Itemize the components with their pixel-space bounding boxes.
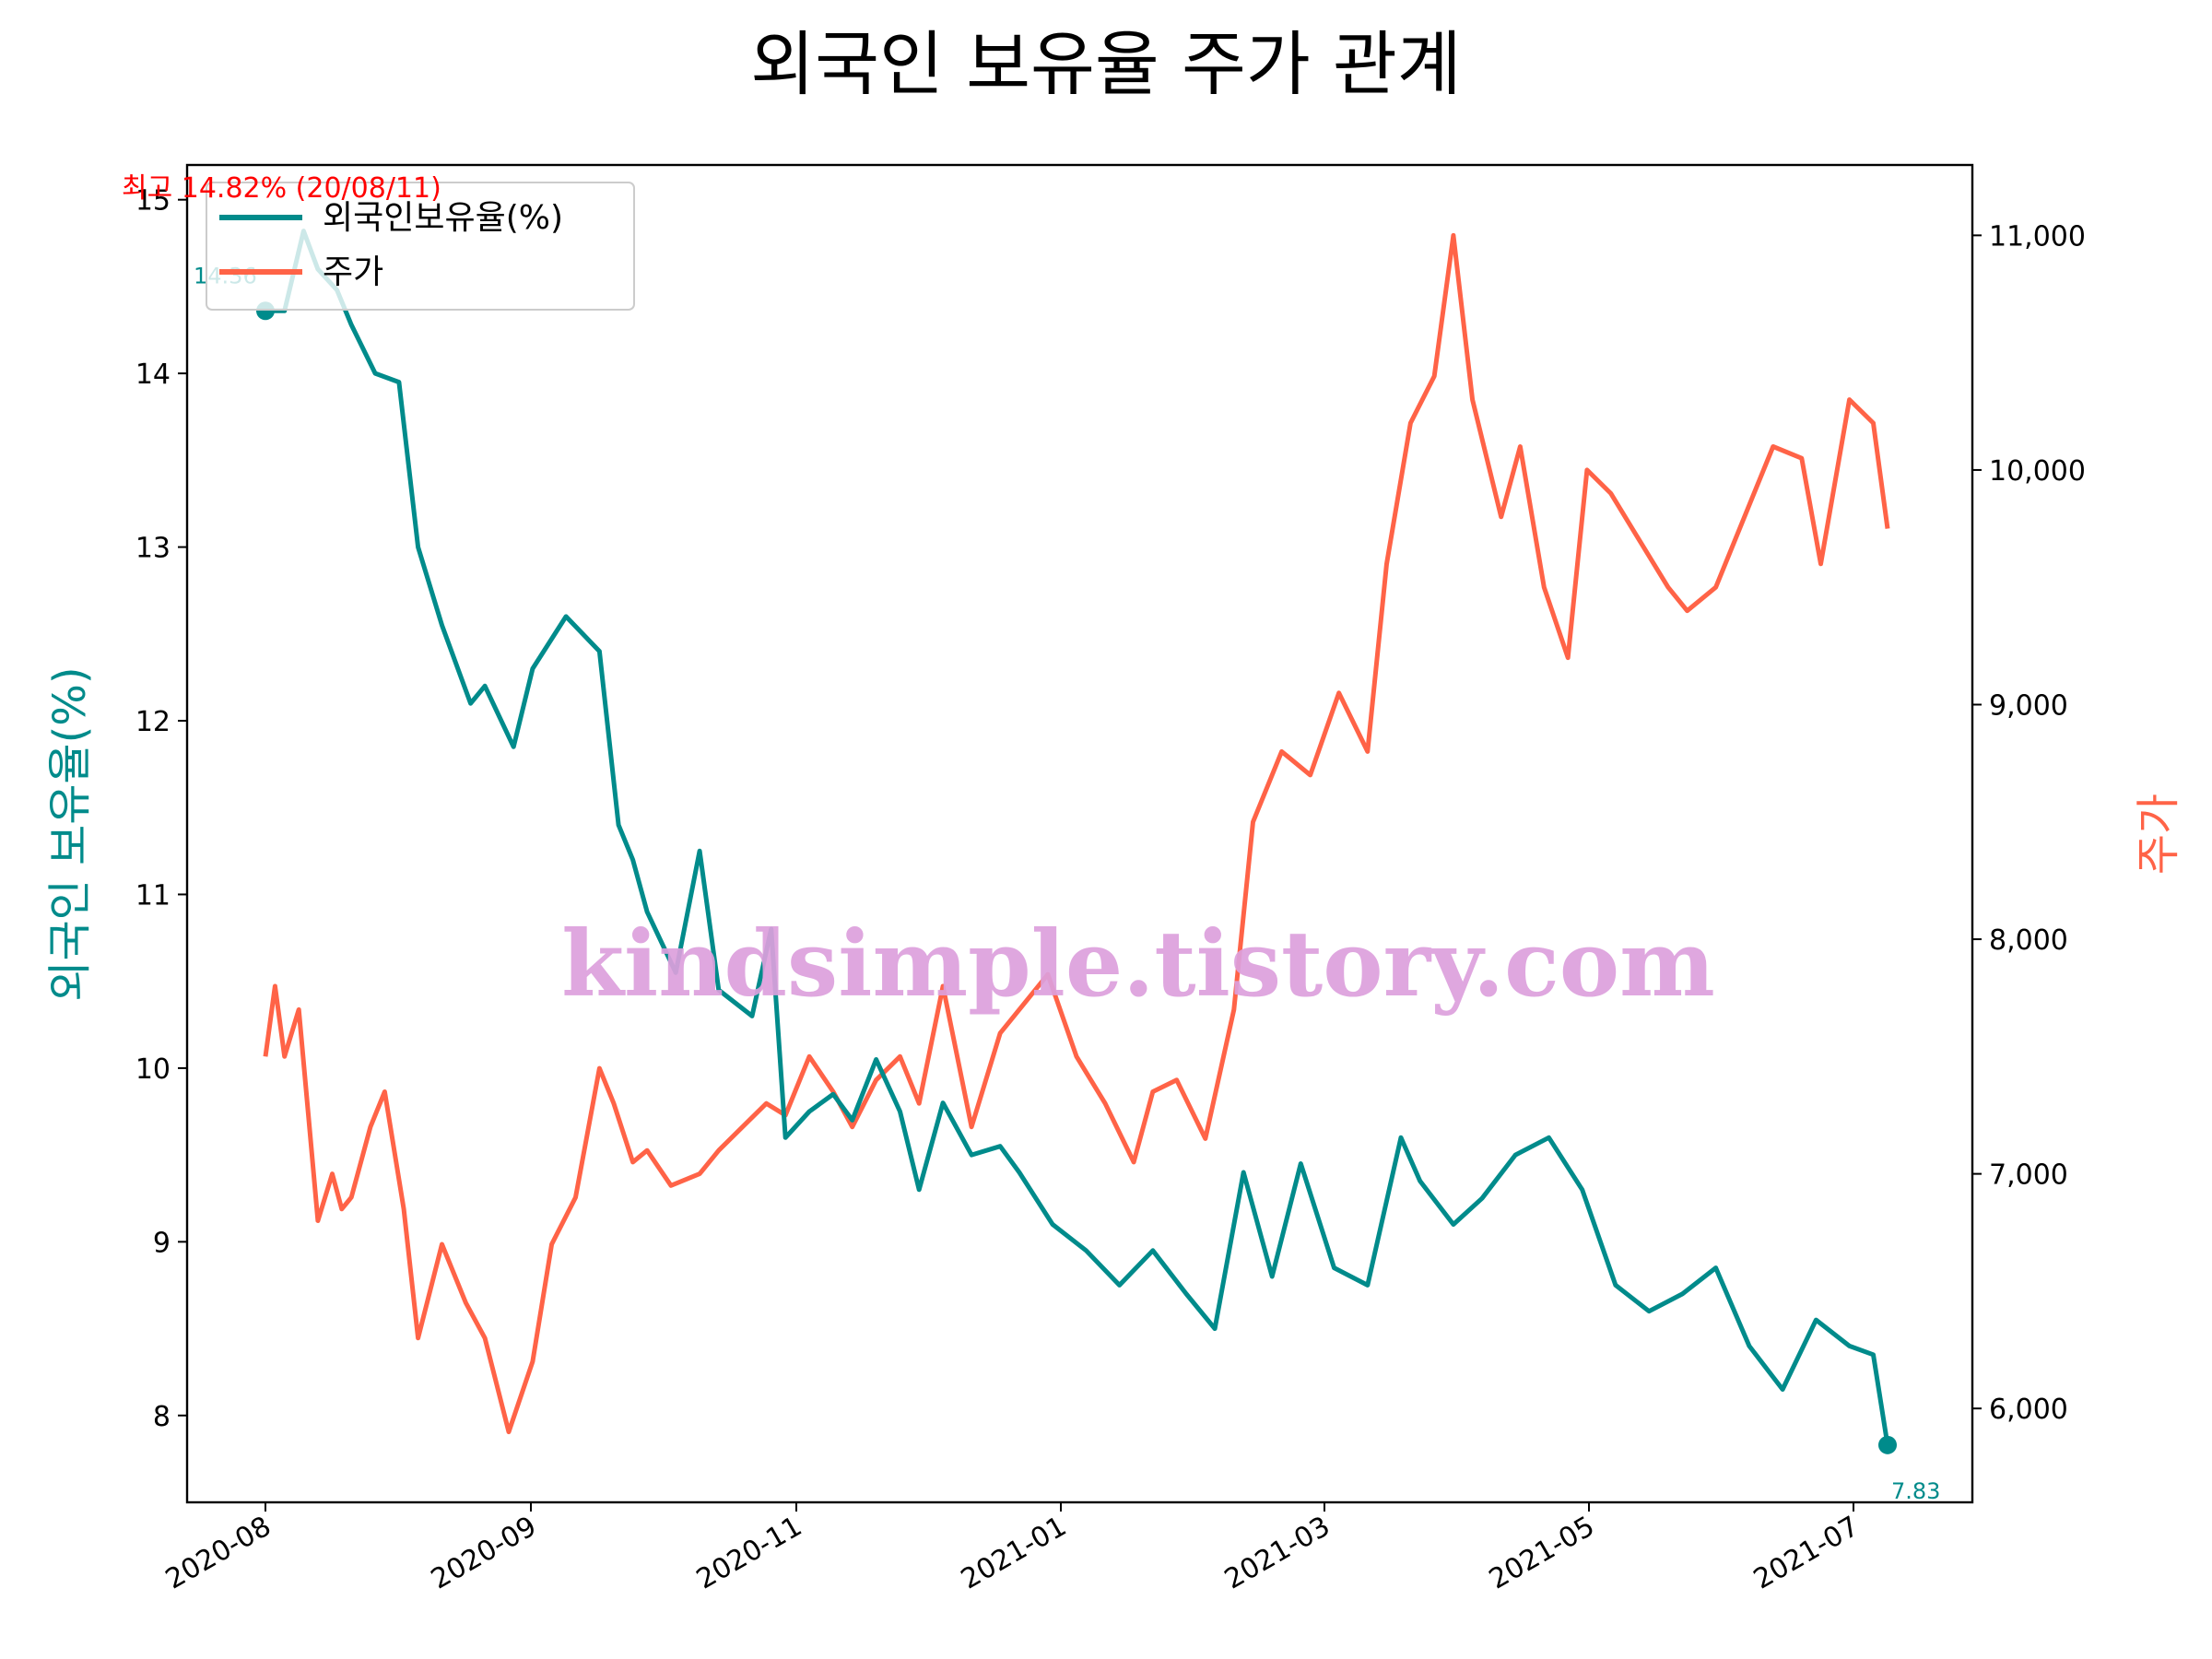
left-tick-label: 14 (135, 359, 171, 391)
right-tick-label: 10,000 (1989, 455, 2086, 488)
legend-label-price: 주가 (323, 253, 383, 291)
x-tick-label: 2021-01 (956, 1511, 1072, 1596)
left-tick-label: 10 (135, 1053, 171, 1086)
left-tick-label: 11 (135, 879, 171, 912)
legend-label-foreign: 외국인보유율(%) (323, 199, 563, 237)
right-tick-label: 7,000 (1989, 1159, 2068, 1192)
x-tick-label: 2020-09 (426, 1511, 542, 1596)
chart-title: 외국인 보유율 주가 관계 (750, 23, 1462, 105)
last-point-marker (1878, 1435, 1897, 1454)
left-axis-label: 외국인 보유율(%) (44, 666, 96, 1001)
left-tick-label: 8 (153, 1401, 171, 1433)
x-axis: 2020-08 2020-09 2020-11 2021-01 2021-03 2021-… (160, 1502, 1865, 1596)
right-axis-label: 주가 (2133, 794, 2184, 875)
series-line-foreign (265, 229, 1890, 1446)
last-value-label: 7.83 (1891, 1478, 1940, 1504)
x-tick-label: 2020-08 (160, 1511, 276, 1596)
legend: 외국인보유율(%) 주가 (206, 182, 635, 311)
left-axis: 8 9 10 11 12 13 14 15 (135, 185, 187, 1433)
x-tick-label: 2021-03 (1219, 1511, 1335, 1596)
right-tick-label: 11,000 (1989, 220, 2086, 253)
x-tick-label: 2021-05 (1484, 1511, 1600, 1596)
x-tick-label: 2020-11 (691, 1511, 807, 1596)
max-annotation: 최고 14.82% (20/08/11) (122, 172, 441, 205)
left-tick-label: 12 (135, 706, 171, 738)
right-tick-label: 6,000 (1989, 1394, 2068, 1426)
right-axis: 6,000 7,000 8,000 9,000 10,000 11,000 (1972, 220, 2086, 1426)
plot-frame (185, 163, 1974, 1504)
x-tick-label: 2021-07 (1748, 1511, 1865, 1596)
left-tick-label: 15 (135, 185, 171, 218)
left-tick-label: 13 (135, 533, 171, 565)
right-tick-label: 9,000 (1989, 689, 2068, 722)
series-line-price (263, 232, 1890, 1435)
watermark-text: kindsimple.tistory.com (561, 912, 1715, 1018)
left-tick-label: 9 (153, 1227, 171, 1259)
right-tick-label: 8,000 (1989, 924, 2068, 957)
